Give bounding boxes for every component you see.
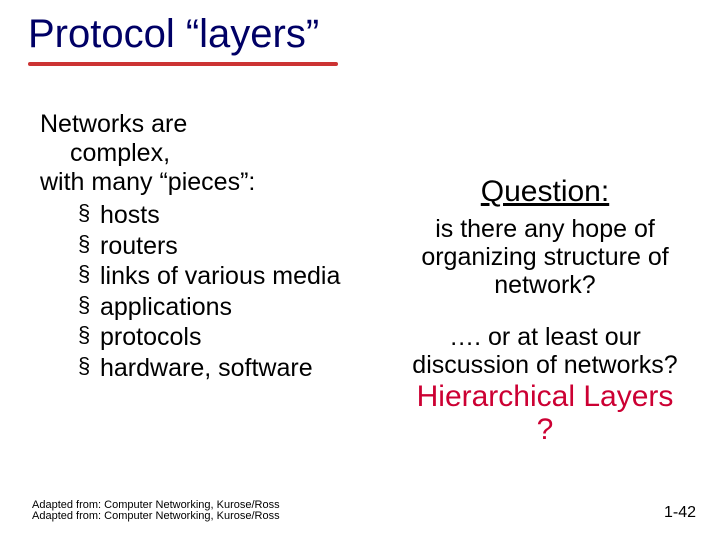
list-item: routers: [78, 231, 370, 262]
left-column: Networks are complex, with many “pieces”…: [40, 110, 370, 399]
intro-line-3: with many “pieces”:: [40, 168, 370, 197]
list-item: hosts: [78, 200, 370, 231]
slide-title: Protocol “layers”: [28, 12, 319, 57]
footer-attribution: Adapted from: Computer Networking, Kuros…: [32, 500, 280, 522]
question-mark: ?: [390, 413, 700, 447]
footer-line-2: Adapted from: Computer Networking, Kuros…: [32, 511, 280, 522]
right-column: Question: is there any hope of organizin…: [390, 175, 700, 447]
question-heading: Question:: [390, 175, 700, 209]
question-body-1: is there any hope of organizing structur…: [390, 215, 700, 299]
list-item: links of various media: [78, 261, 370, 292]
list-item: applications: [78, 292, 370, 323]
hierarchical-layers: Hierarchical Layers: [390, 381, 700, 413]
title-underline: [28, 62, 338, 66]
intro-line-1: Networks are: [40, 110, 370, 139]
intro-text: Networks are complex, with many “pieces”…: [40, 110, 370, 196]
bullet-list: hosts routers links of various media app…: [40, 200, 370, 383]
slide-number: 1-42: [664, 504, 696, 522]
intro-line-2: complex,: [40, 139, 370, 168]
question-body-2: …. or at least our discussion of network…: [390, 323, 700, 379]
list-item: hardware, software: [78, 353, 370, 384]
list-item: protocols: [78, 322, 370, 353]
